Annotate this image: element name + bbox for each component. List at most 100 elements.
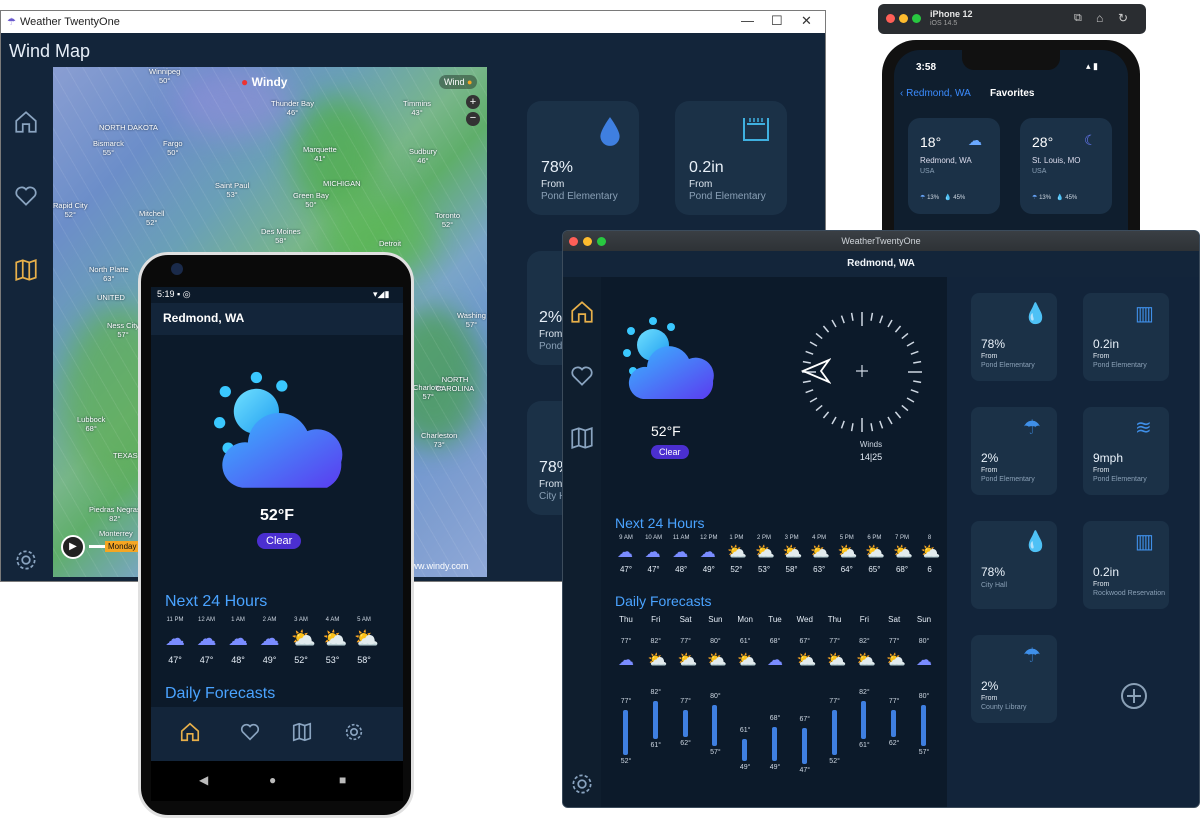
map-icon[interactable] [13,257,39,283]
recents-icon[interactable]: ■ [339,773,347,787]
partly-cloudy-icon: ⛅ [707,652,728,669]
hour-time: 9 AM [619,535,633,541]
partly-cloudy-icon: ☁ [259,628,280,650]
zoom-dot[interactable] [912,14,921,23]
partly-cloudy-icon: ☁ [196,628,217,650]
minimize-dot[interactable] [899,14,908,23]
metric-tile[interactable]: ▥ 0.2in From Rockwood Reservation [1083,521,1169,609]
partly-cloudy-icon: ☁ [916,652,932,669]
temp-range-bar [831,710,837,756]
heart-icon[interactable] [239,721,261,743]
city-temp: 68° [85,424,97,433]
city-temp: 57° [117,330,129,339]
next-24-title: Next 24 Hours [165,593,268,610]
metric-tile[interactable]: 💧 78% City Hall [971,521,1057,609]
city-temp: 28° [1032,134,1054,150]
close-dot[interactable] [886,14,895,23]
metric-tile[interactable]: ☂ 2% From Pond Elementary [971,407,1057,495]
home-icon[interactable] [569,299,595,325]
metric-tile[interactable]: ≋ 9mph From Pond Elementary [1083,407,1169,495]
drop-icon: 💧 [1023,303,1048,325]
hour-temp: 64° [840,565,853,574]
settings-icon[interactable] [569,771,595,797]
map-attribution[interactable]: www.windy.com [405,561,469,571]
map-icon[interactable] [569,425,595,451]
back-button[interactable]: ‹ Redmond, WA [900,88,971,99]
hour-time: 12 AM [197,617,215,623]
tile-from: From [1093,467,1110,474]
city-temp: 43° [411,108,423,117]
add-tile-button[interactable] [1119,681,1149,711]
screenshot-icon[interactable]: ⧉ [1074,12,1082,24]
minimize-dot[interactable] [583,237,592,246]
city-name: Fargo [163,139,183,148]
city-temp: 50° [305,200,317,209]
hour-time: 4 PM [812,535,827,541]
hour-temp: 65° [868,565,881,574]
home-icon[interactable] [179,721,201,743]
zoom-in-button[interactable]: + [466,95,480,109]
notch [962,50,1060,70]
cloud-icon: ☁ [968,132,982,148]
layer-selector[interactable]: Wind ● [439,75,478,89]
zoom-out-button[interactable]: − [466,112,480,126]
map-icon[interactable] [291,721,313,743]
back-icon[interactable]: ◀ [199,773,209,787]
city-name: Mitchell [139,209,165,218]
home-circle-icon[interactable]: ● [269,773,277,787]
mac-title-bar: WeatherTwentyOne [563,231,1199,251]
settings-icon[interactable] [343,721,365,743]
compass-tick [870,423,874,432]
metric-tile[interactable]: 💧 78% From Pond Elementary [971,293,1057,381]
metric-tile[interactable]: ☂ 2% From County Library [971,635,1057,723]
heart-icon[interactable] [13,183,39,209]
day-high: 68° [769,638,781,645]
metric-tile[interactable]: 0.2in From Pond Elementary [675,101,787,215]
mac-app-window: WeatherTwentyOne Redmond, WA 52°F Clear … [562,230,1200,808]
gauge-icon [743,118,769,141]
day-high: 77° [829,638,840,645]
play-button[interactable]: ▶ [61,535,85,559]
wind-layer-icon: ● [467,77,473,87]
bar-low-label: 57° [710,749,721,757]
maximize-icon[interactable]: ☐ [771,13,783,28]
bar-high-label: 68° [769,714,781,722]
bar-high-label: 77° [829,698,840,706]
home-button-icon[interactable]: ⌂ [1096,11,1104,25]
hour-time: 10 AM [645,535,663,541]
close-dot[interactable] [569,237,578,246]
city-name: Sudbury [409,147,437,156]
metric-tile[interactable]: 78% From Pond Elementary [527,101,639,215]
map-city-label: Saint Paul 53° [215,181,249,199]
umbrella-icon: ☂ [920,195,926,201]
favorite-city-card[interactable]: 18° ☁ Redmond, WA USA ☂ 13% 💧 45% [908,118,1000,214]
city-name: Des Moines [261,227,301,236]
temp-range-bar [623,710,628,756]
heart-icon[interactable] [569,363,595,389]
hour-temp: 49° [702,565,715,574]
home-icon[interactable] [13,109,39,135]
map-city-label: Sudbury 46° [409,147,437,165]
settings-icon[interactable] [13,547,39,573]
city-name: Ness City [107,321,140,330]
drop-icon: 💧 [1056,195,1064,201]
hour-time: 3 AM [294,617,308,623]
condition-pill: Clear [257,533,302,549]
zoom-dot[interactable] [597,237,606,246]
favorite-city-card[interactable]: 28° ☾ St. Louis, MO USA ☂ 13% 💧 45% [1020,118,1112,214]
bar-low-label: 49° [739,763,751,771]
minimize-icon[interactable]: — [741,13,754,28]
close-icon[interactable]: ✕ [801,13,812,28]
metric-tile[interactable]: ▥ 0.2in From Pond Elementary [1083,293,1169,381]
drop-icon: 💧 [944,195,952,201]
page-title: Wind Map [1,33,825,67]
nav-title: Favorites [990,88,1035,99]
hour-temp: 53° [325,655,340,665]
bar-high-label: 80° [710,693,721,700]
current-temp: 52°F [260,507,294,524]
partly-cloudy-icon: ⛅ [796,652,817,669]
hour-time: 11 AM [672,535,690,541]
rotate-icon[interactable]: ↻ [1118,11,1129,25]
day-high: 61° [739,638,751,645]
compass-tick [870,312,874,321]
